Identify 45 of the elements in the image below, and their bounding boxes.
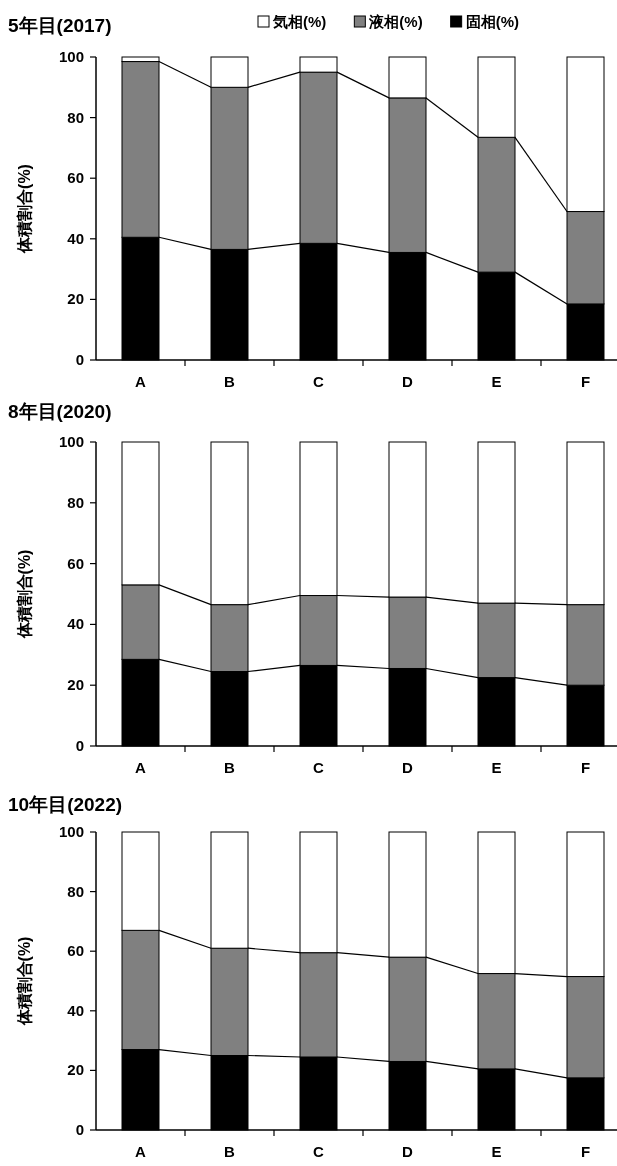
chart-title: 8年目(2020) xyxy=(8,401,112,422)
y-axis-title: 体積割合(%) xyxy=(16,936,33,1027)
y-tick-label: 20 xyxy=(67,676,84,694)
legend-label: 固相(%) xyxy=(465,13,519,30)
y-tick-label: 60 xyxy=(67,169,84,187)
y-tick-label: 80 xyxy=(67,882,84,900)
x-tick-label: C xyxy=(313,1143,325,1160)
y-tick-label: 40 xyxy=(67,1001,84,1019)
y-tick-label: 20 xyxy=(67,1061,84,1079)
x-tick-label: E xyxy=(491,759,502,776)
x-tick-label: C xyxy=(313,759,325,776)
y-tick-label: 0 xyxy=(75,737,84,754)
y-tick-label: 20 xyxy=(67,290,84,308)
y-axis-title: 体積割合(%) xyxy=(16,164,33,254)
x-tick-label: F xyxy=(580,1143,591,1160)
x-tick-label: B xyxy=(224,1143,236,1160)
y-tick-label: 80 xyxy=(67,493,84,511)
y-tick-label: 60 xyxy=(67,942,84,960)
legend-label: 気相(%) xyxy=(272,13,327,30)
x-tick-label: D xyxy=(402,759,414,776)
x-tick-label: E xyxy=(491,1143,502,1160)
x-tick-label: D xyxy=(402,1143,414,1160)
y-tick-label: 40 xyxy=(67,229,84,247)
y-tick-label: 80 xyxy=(67,108,84,126)
y-tick-label: 100 xyxy=(58,433,84,450)
x-tick-label: A xyxy=(135,373,147,390)
x-tick-label: B xyxy=(224,759,236,776)
y-tick-label: 60 xyxy=(67,554,84,572)
y-tick-label: 0 xyxy=(75,1121,84,1138)
x-tick-label: D xyxy=(402,373,414,390)
y-tick-label: 100 xyxy=(58,823,84,840)
y-tick-label: 0 xyxy=(75,351,84,368)
x-tick-label: A xyxy=(135,1143,147,1160)
x-tick-label: F xyxy=(580,373,591,390)
x-tick-label: A xyxy=(135,759,147,776)
y-axis-title: 体積割合(%) xyxy=(16,549,33,640)
x-tick-label: F xyxy=(580,759,591,776)
y-tick-label: 40 xyxy=(67,615,84,633)
x-tick-label: C xyxy=(313,373,325,390)
chart-title: 10年目(2022) xyxy=(8,794,123,815)
x-tick-label: B xyxy=(224,373,236,390)
y-tick-label: 100 xyxy=(58,48,84,65)
x-tick-label: E xyxy=(491,373,502,390)
chart-title: 5年目(2017) xyxy=(8,15,112,36)
legend-label: 液相(%) xyxy=(368,13,423,30)
